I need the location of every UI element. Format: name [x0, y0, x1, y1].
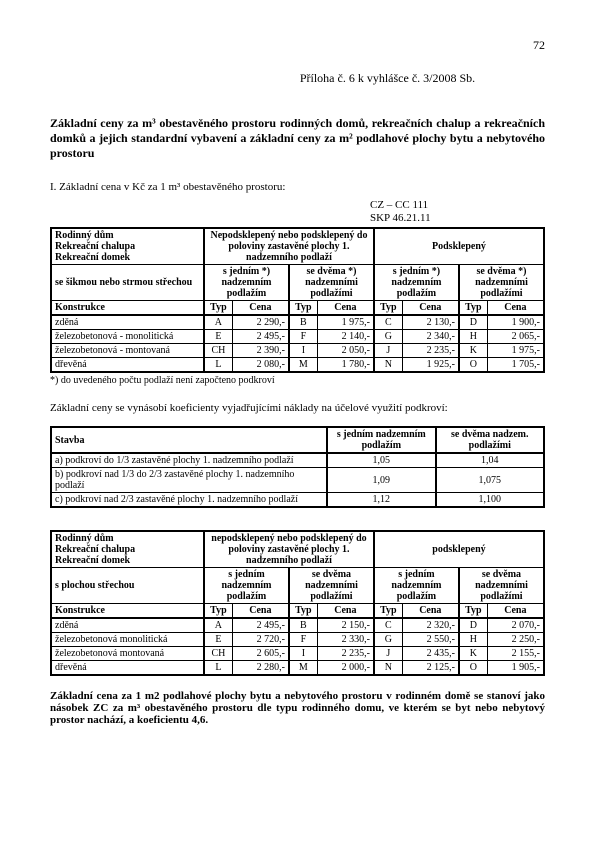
t3-sub-b2: se dvěma nadzemními podlažími	[459, 568, 544, 604]
t3-row: železobetonová montovanáCH2 605,-I2 235,…	[51, 647, 544, 661]
t3-konstrukce-label: Konstrukce	[51, 604, 204, 619]
main-title: Základní ceny za m³ obestavěného prostor…	[50, 116, 545, 161]
t1-konstrukce-label: Konstrukce	[51, 301, 204, 316]
t1-row: dřevěnáL2 080,-M1 780,-N1 925,-O1 705,-	[51, 358, 544, 373]
t1-row: zděnáA2 290,-B1 975,-C2 130,-D1 900,-	[51, 315, 544, 330]
code-cz-cc: CZ – CC 111	[370, 199, 428, 211]
t1-sub-b1: s jedním *) nadzemním podlažím	[374, 265, 459, 301]
t3-row: zděnáA2 495,-B2 150,-C2 320,-D2 070,-	[51, 618, 544, 633]
t3-row-labels: Rodinný důmRekreační chalupaRekreační do…	[51, 531, 204, 568]
appendix-line: Příloha č. 6 k vyhlášce č. 3/2008 Sb.	[50, 71, 545, 86]
t1-group-b: Podsklepený	[374, 228, 544, 265]
t3-roof-label: s plochou střechou	[51, 568, 204, 604]
footnote-1: *) do uvedeného počtu podlaží není započ…	[50, 375, 545, 386]
t2-col2: se dvěma nadzem. podlažími	[436, 427, 544, 453]
t2-row: b) podkroví nad 1/3 do 2/3 zastavěné plo…	[51, 468, 544, 493]
page-number: 72	[50, 38, 545, 53]
t2-stavba: Stavba	[51, 427, 327, 453]
t3-group-b: podsklepený	[374, 531, 544, 568]
t2-row: c) podkroví nad 2/3 zastavěné plochy 1. …	[51, 493, 544, 508]
section-1-heading: I. Základní cena v Kč za 1 m³ obestavěné…	[50, 181, 545, 193]
t1-row: železobetonová - montovanáCH2 390,-I2 05…	[51, 344, 544, 358]
t1-sub-b2: se dvěma *) nadzemními podlažími	[459, 265, 544, 301]
t3-row: dřevěnáL2 280,-M2 000,-N2 125,-O1 905,-	[51, 661, 544, 676]
t1-sub-a2: se dvěma *) nadzemními podlažími	[289, 265, 374, 301]
t1-sub-a1: s jedním *) nadzemním podlažím	[204, 265, 289, 301]
mid-paragraph: Základní ceny se vynásobí koeficienty vy…	[50, 402, 545, 414]
table-1: Rodinný důmRekreační chalupaRekreační do…	[50, 227, 545, 373]
t1-roof-label: se šikmou nebo strmou střechou	[51, 265, 204, 301]
table-2: Stavba s jedním nadzemním podlažím se dv…	[50, 426, 545, 508]
code-skp: SKP 46.21.11	[370, 212, 431, 224]
t3-sub-b1: s jedním nadzemním podlažím	[374, 568, 459, 604]
t3-group-a: nepodsklepený nebo podsklepený do polovi…	[204, 531, 374, 568]
final-paragraph: Základní cena za 1 m2 podlahové plochy b…	[50, 690, 545, 726]
t1-group-a: Nepodsklepený nebo podsklepený do polovi…	[204, 228, 374, 265]
t2-row: a) podkroví do 1/3 zastavěné plochy 1. n…	[51, 453, 544, 468]
table-3: Rodinný důmRekreační chalupaRekreační do…	[50, 530, 545, 676]
t2-col1: s jedním nadzemním podlažím	[327, 427, 435, 453]
t3-row: železobetonová monolitickáE2 720,-F2 330…	[51, 633, 544, 647]
t3-sub-a1: s jedním nadzemním podlažím	[204, 568, 289, 604]
t1-row-labels: Rodinný důmRekreační chalupaRekreační do…	[51, 228, 204, 265]
t1-row: železobetonová - monolitickáE2 495,-F2 1…	[51, 330, 544, 344]
t3-sub-a2: se dvěma nadzemními podlažími	[289, 568, 374, 604]
